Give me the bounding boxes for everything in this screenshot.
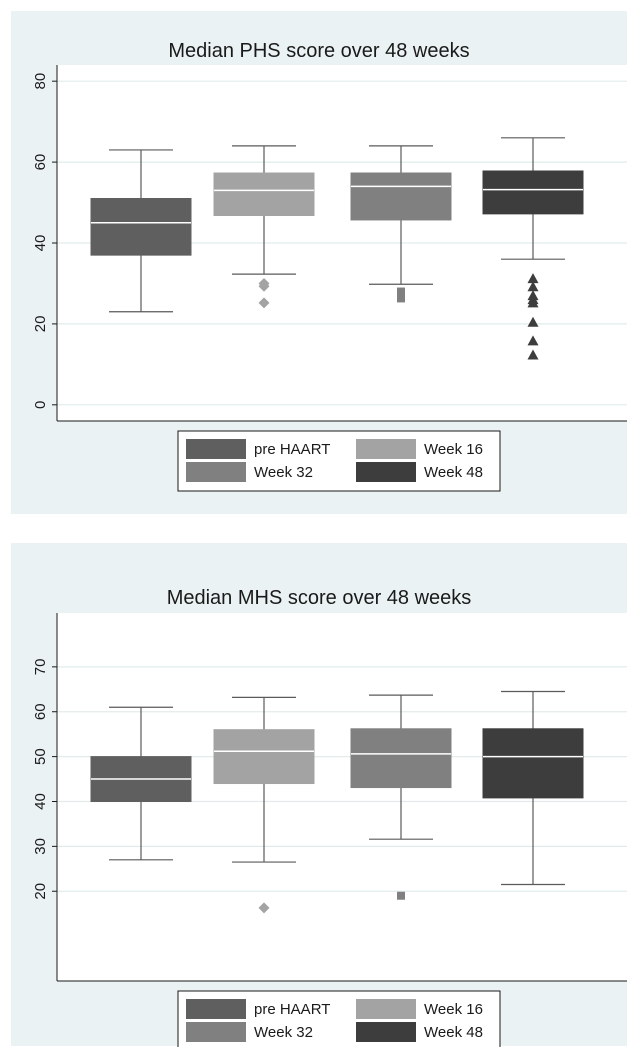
box-week-32 [350,145,452,303]
legend-label: Week 16 [424,441,483,458]
outlier-point [527,273,539,284]
chart-title: Median MHS score over 48 weeks [167,587,472,609]
legend-swatch [356,439,416,459]
outlier-point [258,280,270,292]
box-body [213,172,315,216]
legend-item-week-48: Week 48 [356,1022,483,1042]
legend: pre HAART Week 16 Week 32 Week 48 [177,430,501,492]
outlier-point [527,349,539,360]
legend-swatch [186,462,246,482]
box-week-16 [213,145,315,309]
outlier-point [527,316,539,327]
box-week-48 [482,690,584,886]
box-pre-haart [90,706,192,861]
legend-swatch [186,1022,246,1042]
mhs-chart-panel: Median MHS score over 48 weeks 20 30 40 50 6… [11,543,627,1047]
y-tick-label: 20 [32,316,49,333]
phs-boxplot-chart: Median PHS score over 48 weeks 0 20 40 60 80… [32,40,627,492]
outlier-point [258,902,270,914]
legend-label: pre HAART [254,441,330,458]
phs-chart-panel: Median PHS score over 48 weeks 0 20 40 60 80… [11,11,627,514]
legend-swatch [186,999,246,1019]
box-body [350,728,452,789]
legend-label: Week 48 [424,1024,483,1041]
legend-swatch [356,462,416,482]
box-body [482,170,584,215]
legend-label: pre HAART [254,1001,330,1018]
legend-swatch [186,439,246,459]
outlier-point [527,335,539,346]
outlier-point [527,281,539,292]
legend-swatch [356,999,416,1019]
legend-item-week-48: Week 48 [356,462,483,482]
y-tick-label: 50 [32,748,49,765]
box-week-48 [482,137,584,360]
legend-label: Week 16 [424,1001,483,1018]
legend-item-week-32: Week 32 [186,1022,313,1042]
y-tick-label: 60 [32,154,49,171]
box-body [482,728,584,799]
legend-label: Week 48 [424,464,483,481]
y-tick-label: 40 [32,793,49,810]
y-tick-label: 20 [32,883,49,900]
box-body [213,729,315,785]
y-tick-label: 40 [32,235,49,252]
y-tick-label: 80 [32,73,49,90]
outlier-point [527,297,539,308]
box-week-32 [350,694,452,900]
legend-label: Week 32 [254,1024,313,1041]
outlier-point [397,891,405,900]
box-body [90,198,192,256]
box-body [350,172,452,221]
legend-item-pre-haart: pre HAART [186,999,330,1019]
box-week-16 [213,696,315,914]
outlier-point [397,294,405,303]
y-tick-label: 70 [32,659,49,676]
y-tick-label: 60 [32,703,49,720]
legend-item-week-16: Week 16 [356,439,483,459]
legend: pre HAART Week 16 Week 32 Week 48 [177,990,501,1047]
y-tick-label: 30 [32,838,49,855]
box-pre-haart [90,149,192,313]
legend-label: Week 32 [254,464,313,481]
legend-item-week-32: Week 32 [186,462,313,482]
outlier-point [258,297,270,309]
y-tick-label: 0 [32,401,49,409]
mhs-boxplot-chart: Median MHS score over 48 weeks 20 30 40 50 6… [32,587,627,1047]
legend-item-week-16: Week 16 [356,999,483,1019]
chart-title: Median PHS score over 48 weeks [168,40,469,62]
legend-swatch [356,1022,416,1042]
legend-item-pre-haart: pre HAART [186,439,330,459]
